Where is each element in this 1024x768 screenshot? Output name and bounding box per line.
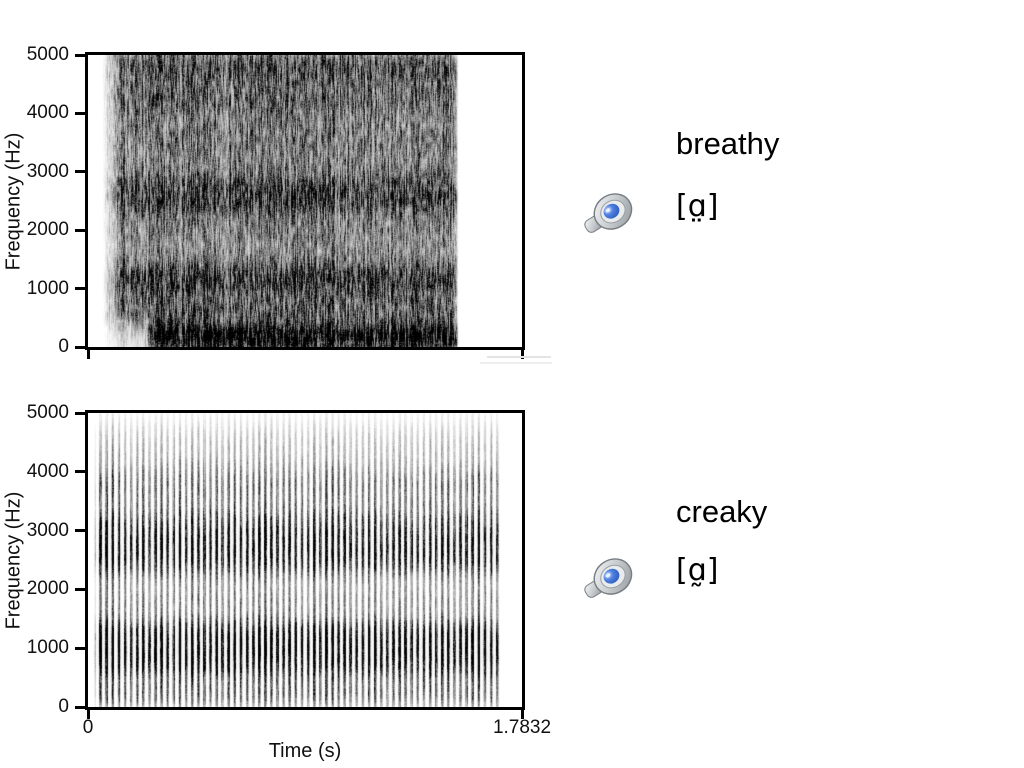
y-tick-mark — [75, 705, 85, 709]
y-tick-mark — [75, 111, 85, 115]
x-tick-label: 0 — [82, 717, 94, 738]
y-tick-mark — [75, 529, 85, 533]
y-tick-label: 4000 — [26, 460, 69, 482]
spectrogram-breathy: Frequency (Hz) 0 1000 2000 3000 4000 5000 — [3, 45, 525, 359]
y-axis-title: Frequency (Hz) — [2, 132, 25, 270]
y-tick-label: 2000 — [26, 578, 69, 600]
y-tick-mark — [75, 53, 85, 57]
speaker-icon[interactable] — [579, 549, 636, 606]
y-tick-mark — [75, 646, 85, 650]
ipa-symbol-creaky: [ɑ̰] — [676, 553, 719, 588]
ipa-symbol-breathy: [ɑ̤] — [676, 189, 719, 224]
y-tick-label: 2000 — [26, 219, 69, 241]
y-tick-label: 1000 — [26, 277, 69, 299]
x-axis-title: Time (s) — [268, 740, 342, 762]
cropped-axis-artifact — [487, 356, 551, 358]
y-tick-label: 0 — [58, 696, 69, 717]
spectrogram-canvas-creaky — [88, 413, 522, 707]
x-tick-mark — [520, 710, 524, 719]
y-tick-mark — [75, 345, 85, 349]
y-tick-label: 5000 — [26, 402, 69, 423]
y-tick-label: 4000 — [26, 102, 69, 124]
cropped-axis-artifact — [480, 362, 552, 364]
y-tick-mark — [75, 287, 85, 291]
y-tick-label: 3000 — [26, 160, 69, 182]
y-tick-mark — [75, 587, 85, 591]
spectrogram-canvas-breathy — [88, 55, 522, 347]
y-tick-mark — [75, 411, 85, 415]
x-tick-mark — [86, 710, 90, 719]
x-tick-label: 1.7832 — [492, 717, 552, 738]
y-tick-mark — [75, 228, 85, 232]
x-tick-mark — [520, 350, 524, 359]
spectrogram-creaky: Frequency (Hz) Time (s) 0 1000 2000 3000 400… — [3, 403, 552, 763]
x-tick-mark — [86, 350, 90, 359]
y-tick-label: 0 — [58, 336, 69, 357]
y-axis-title: Frequency (Hz) — [2, 491, 25, 629]
y-tick-mark — [75, 170, 85, 174]
speaker-icon[interactable] — [579, 184, 636, 241]
phonation-label-creaky: creaky — [676, 494, 768, 529]
y-tick-label: 1000 — [26, 637, 69, 659]
y-tick-mark — [75, 470, 85, 474]
y-tick-label: 3000 — [26, 519, 69, 541]
phonation-label-breathy: breathy — [676, 126, 780, 161]
y-tick-label: 5000 — [26, 44, 69, 65]
